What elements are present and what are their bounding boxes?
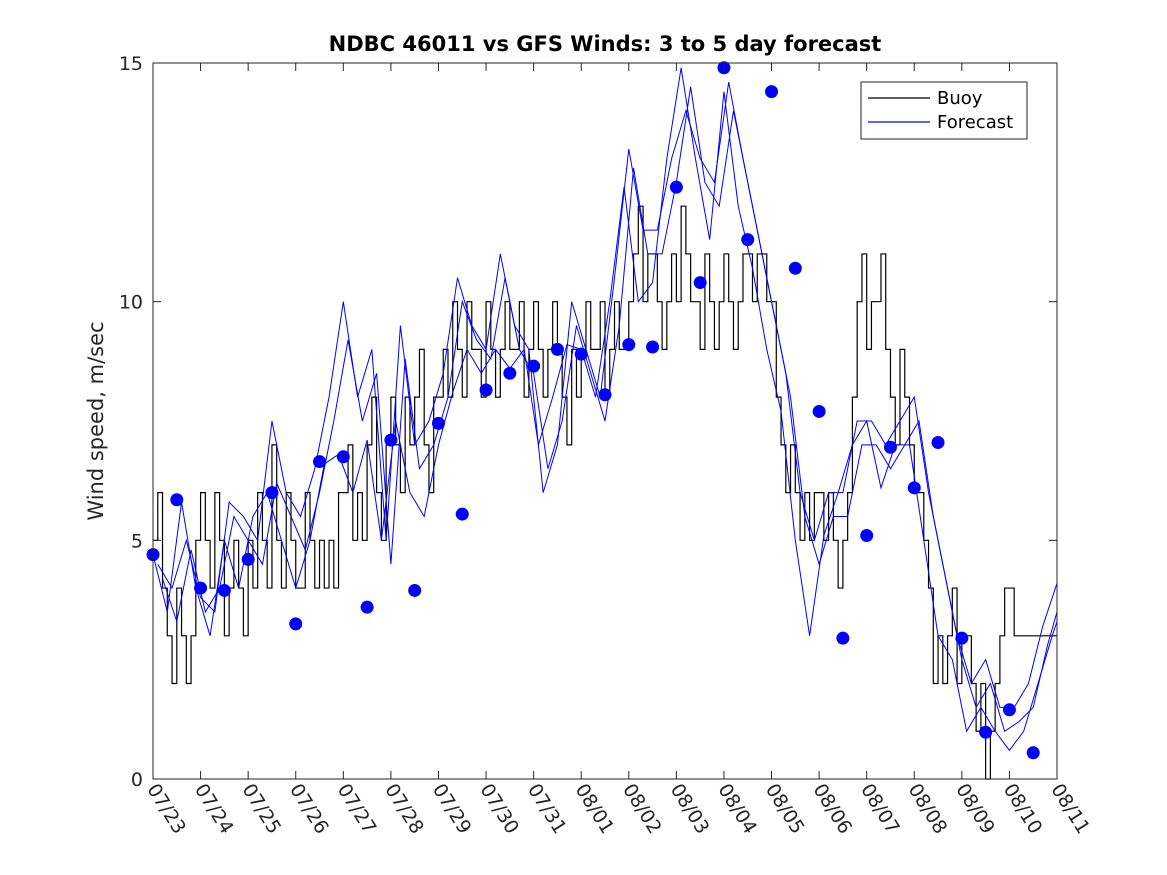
forecast-marker <box>574 347 588 361</box>
forecast-marker <box>979 725 993 739</box>
forecast-marker <box>336 450 350 464</box>
forecast-marker <box>883 440 897 454</box>
legend-box <box>860 81 1028 140</box>
forecast-marker <box>1002 703 1016 717</box>
forecast-marker <box>455 507 469 521</box>
legend-forecast-label: Forecast <box>937 112 1013 133</box>
forecast-series-line-2 <box>162 86 1058 733</box>
y-tick-label: 0 <box>131 769 143 791</box>
forecast-marker <box>431 416 445 430</box>
buoy-series-line <box>153 205 1057 780</box>
forecast-marker <box>693 276 707 290</box>
forecast-marker <box>907 481 921 495</box>
forecast-marker <box>289 617 303 631</box>
forecast-series-line-1 <box>152 67 1058 752</box>
forecast-marker <box>669 180 683 194</box>
forecast-marker <box>812 404 826 418</box>
forecast-marker <box>765 85 779 99</box>
forecast-marker <box>860 529 874 543</box>
forecast-series-line-3 <box>157 82 1058 708</box>
forecast-marker <box>479 383 493 397</box>
forecast-marker <box>1026 746 1040 760</box>
forecast-marker <box>836 631 850 645</box>
forecast-marker <box>265 486 279 500</box>
forecast-marker <box>360 600 374 614</box>
forecast-marker <box>955 631 969 645</box>
forecast-marker <box>384 433 398 447</box>
y-axis-label: Wind speed, m/sec <box>84 321 108 520</box>
forecast-marker <box>788 261 802 275</box>
y-tick-label: 10 <box>119 292 143 314</box>
forecast-marker <box>598 388 612 402</box>
forecast-marker <box>313 455 327 469</box>
forecast-marker <box>194 581 208 595</box>
forecast-marker <box>408 583 422 597</box>
y-tick-label: 15 <box>119 53 143 75</box>
forecast-marker <box>217 583 231 597</box>
forecast-marker <box>550 342 564 356</box>
forecast-marker <box>241 552 255 566</box>
axes-box <box>152 62 1058 780</box>
forecast-marker <box>741 233 755 247</box>
chart-title: NDBC 46011 vs GFS Winds: 3 to 5 day fore… <box>329 32 882 56</box>
forecast-marker <box>503 366 517 380</box>
legend-buoy-label: Buoy <box>937 88 983 109</box>
forecast-marker <box>170 493 184 507</box>
forecast-marker <box>527 359 541 373</box>
forecast-marker <box>622 338 636 352</box>
legend: Buoy Forecast <box>860 81 1028 140</box>
forecast-marker <box>931 435 945 449</box>
data-layer <box>146 61 1058 780</box>
y-tick-label: 5 <box>131 530 143 552</box>
forecast-marker <box>646 340 660 354</box>
